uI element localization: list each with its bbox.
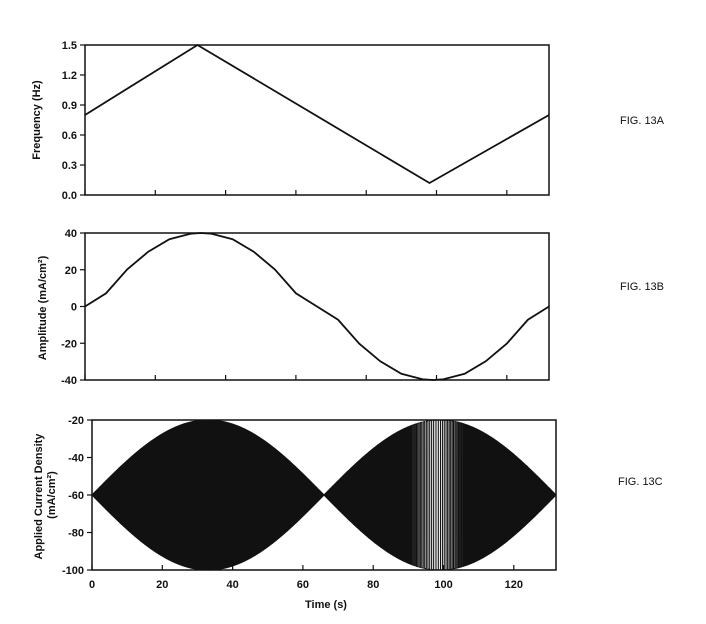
y-tick-label: 0.9 xyxy=(62,100,77,112)
y-tick-label: 1.5 xyxy=(62,40,77,52)
y-tick-label: -60 xyxy=(68,490,84,502)
y-tick-label: -100 xyxy=(62,565,84,577)
panel-fig13a: 0.0 0.3 0.6 0.9 1.2 1.5 Frequency (Hz) FIG. 1… xyxy=(31,40,665,202)
figure-label: FIG. 13A xyxy=(620,115,665,127)
current-density-trace xyxy=(91,419,557,571)
y-tick-label: -20 xyxy=(68,415,84,427)
y-tick-label: 0.0 xyxy=(62,190,77,202)
figure-label: FIG. 13B xyxy=(620,281,664,293)
panel-fig13b: -40 -20 0 20 40 Amplitude (mA/cm²) FIG. 13B xyxy=(37,228,664,387)
x-tick-label: 0 xyxy=(89,579,95,591)
figure-label: FIG. 13C xyxy=(618,476,663,488)
x-ticks xyxy=(84,190,508,195)
x-tick-label: 20 xyxy=(156,579,168,591)
y-tick-label: 0 xyxy=(71,302,77,314)
y-axis-label-line-2: (mA/cm²) xyxy=(46,471,58,519)
x-tick-label: 40 xyxy=(226,579,238,591)
x-tick-label: 60 xyxy=(297,579,309,591)
x-axis-label: Time (s) xyxy=(305,599,347,611)
y-ticks: -100 -80 -60 -40 -20 xyxy=(62,415,92,577)
y-tick-label: 20 xyxy=(65,265,77,277)
x-tick-label: 80 xyxy=(367,579,379,591)
y-tick-label: 0.3 xyxy=(62,160,77,172)
y-axis-label: Amplitude (mA/cm²) xyxy=(37,255,49,360)
y-tick-label: -40 xyxy=(68,453,84,465)
y-tick-label: -40 xyxy=(61,375,77,387)
signal-trace xyxy=(91,419,557,571)
panel-fig13c: -100 -80 -60 -40 -20 0 20 40 60 80 100 120 Applied… xyxy=(33,415,663,611)
y-ticks: 0.0 0.3 0.6 0.9 1.2 1.5 xyxy=(62,40,85,202)
y-tick-label: 1.2 xyxy=(62,70,77,82)
x-ticks: 0 20 40 60 80 100 120 xyxy=(89,565,523,591)
y-axis-label: Applied Current Density (mA/cm²) xyxy=(33,431,58,560)
x-tick-label: 120 xyxy=(505,579,523,591)
series-line xyxy=(84,232,550,381)
y-tick-label: 0.6 xyxy=(62,130,77,142)
y-ticks: -40 -20 0 20 40 xyxy=(61,228,85,387)
y-tick-label: -20 xyxy=(61,338,77,350)
series-line xyxy=(84,43,550,185)
y-axis-label: Frequency (Hz) xyxy=(31,80,43,160)
y-tick-label: -80 xyxy=(68,528,84,540)
series-lines xyxy=(84,232,550,381)
x-tick-label: 100 xyxy=(434,579,452,591)
y-axis-label-line-1: Applied Current Density xyxy=(33,433,45,560)
series-lines xyxy=(84,43,550,185)
plot-frame xyxy=(84,44,550,196)
y-tick-label: 40 xyxy=(65,228,77,240)
